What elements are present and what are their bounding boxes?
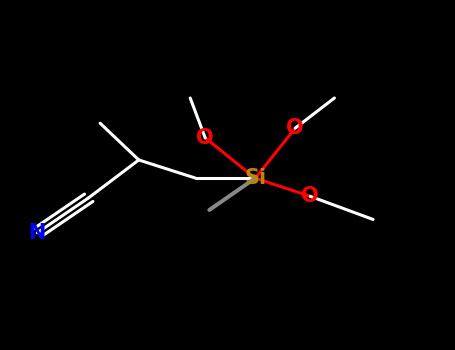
Text: O: O xyxy=(302,186,319,206)
Text: O: O xyxy=(287,118,304,138)
Text: O: O xyxy=(197,128,214,148)
Text: N: N xyxy=(29,223,46,243)
Text: Si: Si xyxy=(244,168,266,188)
